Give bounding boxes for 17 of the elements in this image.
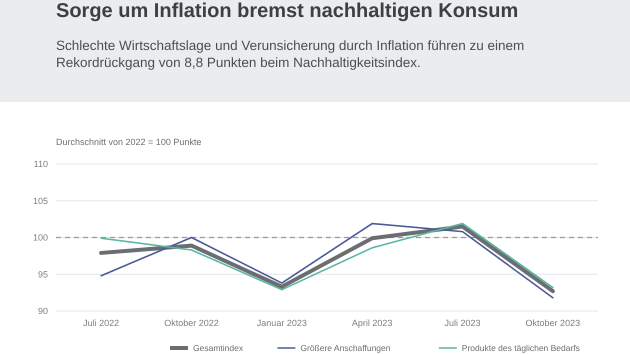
y-tick-label: 90 [38,306,48,316]
x-tick-label: Juli 2023 [444,318,481,328]
y-axis-title: Durchschnitt von 2022 = 100 Punkte [56,137,202,147]
chart-subtitle: Schlechte Wirtschaftslage und Verunsicherung durch Inflation führen zu einem Rekordrückgang von 8,8 Punkten beim Nachhaltigkeitsindex. [56,38,524,70]
x-tick-label: Januar 2023 [256,318,307,328]
y-tick-label: 95 [38,269,48,280]
chart-title: Sorge um Inflation bremst nachhaltigen Konsum [56,0,518,22]
legend-label: Größere Anschaffungen [300,343,391,353]
x-tick-label: April 2023 [352,318,392,328]
y-tick-label: 105 [32,196,48,206]
x-tick-label: Oktober 2022 [164,318,219,328]
legend-label: Produkte des täglichen Bedarfs [462,343,580,353]
y-tick-label: 110 [34,159,48,169]
y-tick-label: 100 [32,232,48,242]
x-tick-label: Juli 2022 [83,318,120,328]
legend-label: Gesamtindex [193,343,244,353]
x-tick-label: Oktober 2023 [526,318,580,328]
